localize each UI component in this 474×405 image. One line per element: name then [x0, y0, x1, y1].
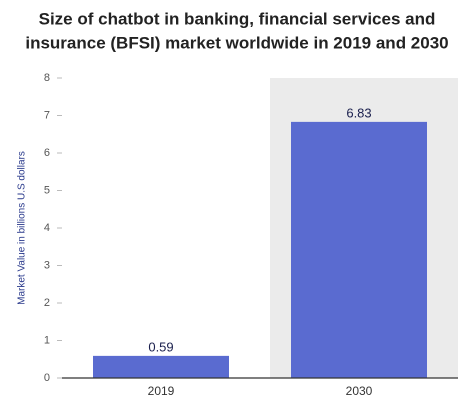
bar — [93, 355, 229, 378]
y-axis-label: Market Value in billions U.S dollars — [17, 151, 28, 305]
x-tick-label: 2019 — [148, 384, 175, 398]
y-tick-label: 6 — [44, 147, 50, 159]
x-tick-label: 2030 — [346, 384, 373, 398]
y-tick-label: 7 — [44, 109, 50, 121]
y-tick-label: 5 — [44, 184, 50, 196]
y-tick-label: 2 — [44, 297, 50, 309]
value-label: 0.59 — [148, 339, 173, 354]
y-tick-label: 0 — [44, 372, 50, 384]
y-tick-label: 3 — [44, 259, 50, 271]
y-tick-label: 1 — [44, 334, 50, 346]
chart-title: insurance (BFSI) market worldwide in 201… — [25, 33, 448, 52]
value-label: 6.83 — [346, 105, 371, 120]
y-tick-label: 4 — [44, 222, 50, 234]
bar — [291, 121, 427, 378]
chart-title: Size of chatbot in banking, financial se… — [39, 9, 436, 28]
y-tick-label: 8 — [44, 72, 50, 84]
